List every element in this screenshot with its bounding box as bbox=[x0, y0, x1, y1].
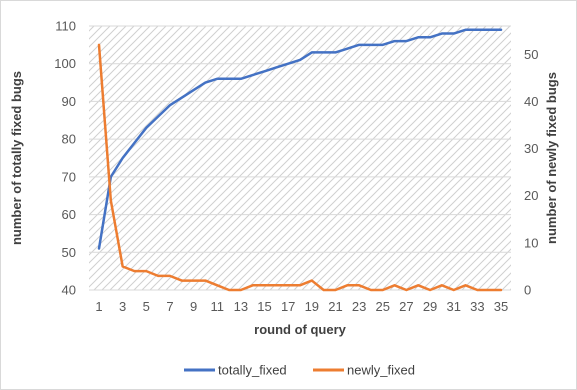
y-right-tick-label: 50 bbox=[524, 47, 538, 62]
x-tick-label: 27 bbox=[399, 299, 413, 314]
x-tick-label: 29 bbox=[423, 299, 437, 314]
x-tick-label: 25 bbox=[376, 299, 390, 314]
legend-label-newly-fixed: newly_fixed bbox=[347, 363, 415, 378]
x-tick-label: 5 bbox=[143, 299, 150, 314]
x-tick-label: 23 bbox=[352, 299, 366, 314]
y-left-tick-label: 50 bbox=[62, 245, 76, 260]
x-tick-label: 13 bbox=[234, 299, 248, 314]
y-right-tick-label: 20 bbox=[524, 188, 538, 203]
legend: totally_fixed newly_fixed bbox=[184, 363, 415, 378]
y-axis-right-title: number of newly fixed bugs bbox=[544, 72, 559, 244]
x-tick-label: 21 bbox=[328, 299, 342, 314]
plot-area bbox=[89, 26, 511, 290]
x-tick-label: 35 bbox=[494, 299, 508, 314]
y-right-tick-label: 40 bbox=[524, 94, 538, 109]
x-tick-label: 31 bbox=[446, 299, 460, 314]
series-line-newly-fixed bbox=[97, 43, 503, 292]
x-tick-label: 3 bbox=[119, 299, 126, 314]
y-left-tick-label: 90 bbox=[62, 94, 76, 109]
x-tick-label: 1 bbox=[95, 299, 102, 314]
y-axis-left-title: number of totally fixed bugs bbox=[9, 71, 24, 245]
x-tick-label: 7 bbox=[166, 299, 173, 314]
series-line-totally-fixed bbox=[97, 28, 503, 250]
x-tick-label: 15 bbox=[257, 299, 271, 314]
y-left-tick-label: 40 bbox=[62, 283, 76, 298]
x-tick-label: 19 bbox=[305, 299, 319, 314]
x-axis-title: round of query bbox=[254, 322, 346, 337]
y-right-tick-label: 30 bbox=[524, 141, 538, 156]
x-tick-label: 33 bbox=[470, 299, 484, 314]
y-left-tick-label: 70 bbox=[62, 169, 76, 184]
y-right-tick-label: 0 bbox=[524, 283, 531, 298]
y-left-tick-label: 100 bbox=[54, 56, 76, 71]
y-left-tick-label: 80 bbox=[62, 132, 76, 147]
x-tick-label: 9 bbox=[190, 299, 197, 314]
x-tick-label: 11 bbox=[210, 299, 224, 314]
y-right-tick-label: 10 bbox=[524, 235, 538, 250]
y-left-tick-label: 110 bbox=[55, 19, 76, 34]
y-left-tick-label: 60 bbox=[62, 207, 76, 222]
x-tick-label: 17 bbox=[281, 299, 295, 314]
legend-label-totally-fixed: totally_fixed bbox=[218, 363, 287, 378]
